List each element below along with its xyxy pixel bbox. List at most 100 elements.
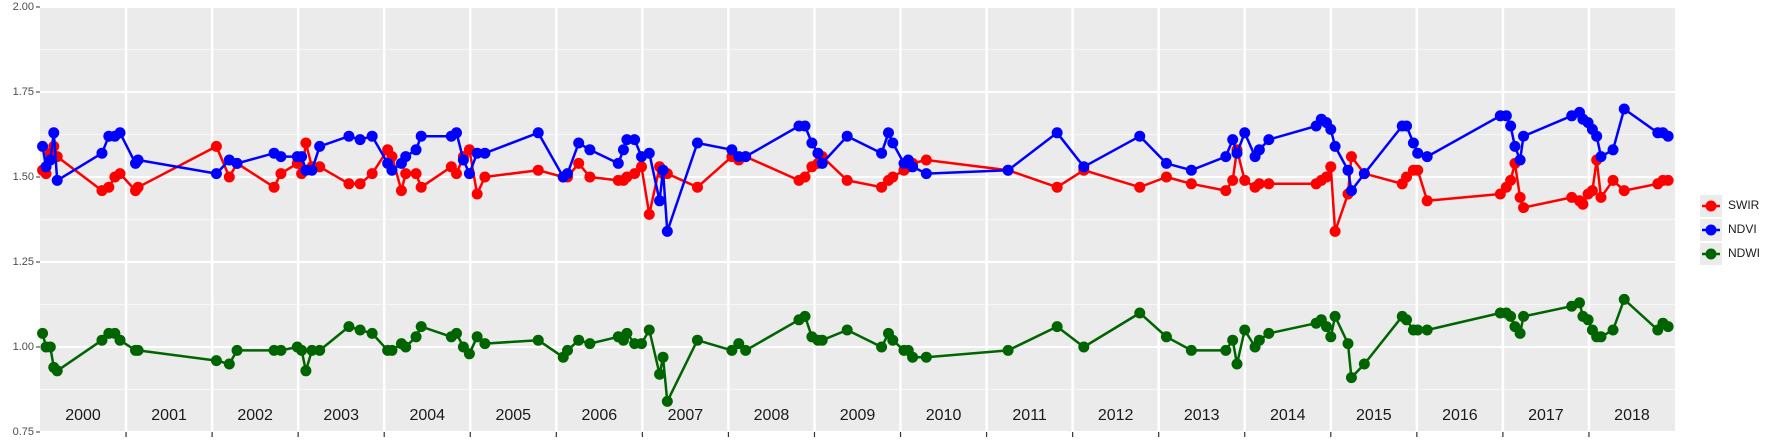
data-point [1239, 127, 1251, 139]
data-point [1662, 321, 1674, 333]
data-point [1227, 134, 1239, 146]
data-point [1227, 174, 1239, 186]
year-label: 2018 [1614, 407, 1650, 424]
data-point [231, 344, 243, 356]
data-point [799, 171, 811, 183]
data-point [733, 338, 745, 350]
year-label: 2003 [323, 407, 359, 424]
y-tick-label: 1.50 [13, 171, 34, 183]
data-point [1412, 164, 1424, 176]
data-point [1051, 127, 1063, 139]
data-point [920, 168, 932, 180]
data-point [1401, 171, 1413, 183]
data-point [573, 334, 585, 346]
data-point [1160, 171, 1172, 183]
data-point [1607, 144, 1619, 156]
data-point [887, 334, 899, 346]
data-point [691, 181, 703, 193]
data-point [612, 157, 624, 169]
data-point [1595, 151, 1607, 163]
data-point [584, 171, 596, 183]
data-point [1134, 130, 1146, 142]
data-point [816, 334, 828, 346]
data-point [691, 334, 703, 346]
data-point [457, 154, 469, 166]
data-point [841, 174, 853, 186]
data-point [1662, 130, 1674, 142]
data-point [1342, 164, 1354, 176]
data-point [296, 151, 308, 163]
year-label: 2008 [754, 407, 790, 424]
data-point [1078, 341, 1090, 353]
data-point [532, 334, 544, 346]
data-point [661, 395, 673, 407]
data-point [354, 134, 366, 146]
data-point [691, 137, 703, 149]
data-point [617, 144, 629, 156]
data-point [621, 327, 633, 339]
data-point [654, 195, 666, 207]
year-label: 2001 [151, 407, 187, 424]
data-point [1582, 314, 1594, 326]
data-point [1514, 327, 1526, 339]
data-point [1239, 174, 1251, 186]
data-point [386, 164, 398, 176]
data-point [231, 157, 243, 169]
data-point [275, 151, 287, 163]
data-point [114, 168, 126, 180]
data-point [1253, 178, 1265, 190]
data-point [1509, 140, 1521, 152]
data-point [1329, 225, 1341, 237]
data-point [132, 344, 144, 356]
y-tick-label: 1.00 [13, 341, 34, 353]
data-point [1325, 161, 1337, 173]
year-label: 2009 [840, 407, 876, 424]
year-label: 2006 [582, 407, 618, 424]
data-point [450, 168, 462, 180]
data-point [1320, 171, 1332, 183]
data-point [132, 154, 144, 166]
data-point [366, 168, 378, 180]
data-point [876, 147, 888, 159]
year-label: 2011 [1012, 407, 1047, 424]
data-point [661, 225, 673, 237]
data-point [1518, 202, 1530, 214]
data-point [343, 178, 355, 190]
data-point [37, 140, 49, 152]
data-point [1421, 195, 1433, 207]
data-point [471, 331, 483, 343]
data-point [210, 140, 222, 152]
y-tick-label: 1.75 [13, 86, 34, 98]
data-point [275, 344, 287, 356]
data-point [1320, 321, 1332, 333]
data-point [1345, 372, 1357, 384]
data-point [1618, 103, 1630, 115]
data-point [306, 164, 318, 176]
data-point [96, 334, 108, 346]
data-point [1253, 334, 1265, 346]
data-point [812, 147, 824, 159]
data-point [210, 168, 222, 180]
data-point [463, 168, 475, 180]
year-label: 2002 [237, 407, 273, 424]
data-point [1618, 185, 1630, 197]
data-point [920, 154, 932, 166]
data-point [1505, 120, 1517, 132]
data-point [48, 127, 60, 139]
data-point [223, 171, 235, 183]
data-point [740, 344, 752, 356]
data-point [44, 154, 56, 166]
y-tick-label: 2.00 [13, 1, 34, 13]
data-point [1160, 331, 1172, 343]
data-point [643, 147, 655, 159]
data-point [573, 157, 585, 169]
data-point [1051, 181, 1063, 193]
year-label: 2015 [1356, 407, 1392, 424]
data-point [643, 208, 655, 220]
data-point [907, 161, 919, 173]
data-point [415, 321, 427, 333]
year-label: 2004 [409, 407, 445, 424]
data-point [654, 368, 666, 380]
data-point [1514, 191, 1526, 203]
data-point [920, 351, 932, 363]
